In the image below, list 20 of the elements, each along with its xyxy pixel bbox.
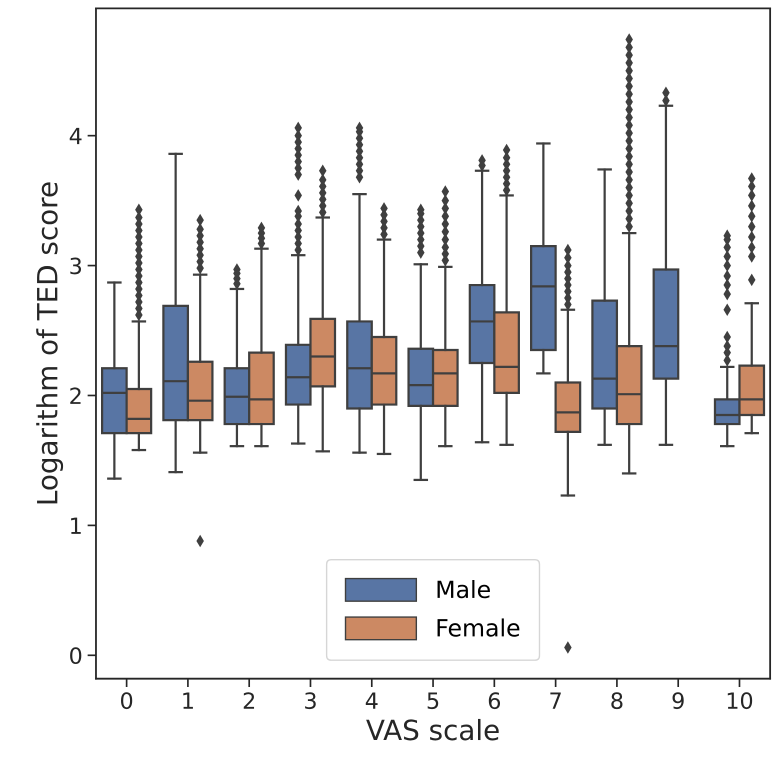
x-tick-label: 4 (366, 692, 378, 709)
legend-label: Male (438, 580, 490, 598)
x-tick-label: 9 (672, 692, 684, 710)
y-tick-label: 0 (70, 647, 82, 664)
y-tick-label: 1 (71, 518, 81, 534)
y-tick-label: 3 (70, 258, 81, 274)
x-tick-label: 8 (611, 692, 622, 710)
y-tick-label: 2 (70, 387, 81, 404)
x-tick-label: 6 (488, 692, 500, 710)
x-tick-label: 3 (305, 692, 316, 710)
x-tick-label: 0 (121, 692, 132, 710)
x-tick-label: 1 (183, 692, 193, 709)
x-axis-title: VAS scale (366, 718, 499, 740)
y-tick-label: 4 (70, 128, 82, 144)
x-tick-label: 7 (550, 692, 561, 709)
x-tick-label: 5 (428, 692, 438, 710)
legend-label: Female (438, 618, 520, 637)
x-tick-label: 2 (244, 692, 254, 709)
y-axis-title: Logarithm of TED score (36, 182, 64, 504)
x-tick-label: 10 (728, 692, 752, 710)
